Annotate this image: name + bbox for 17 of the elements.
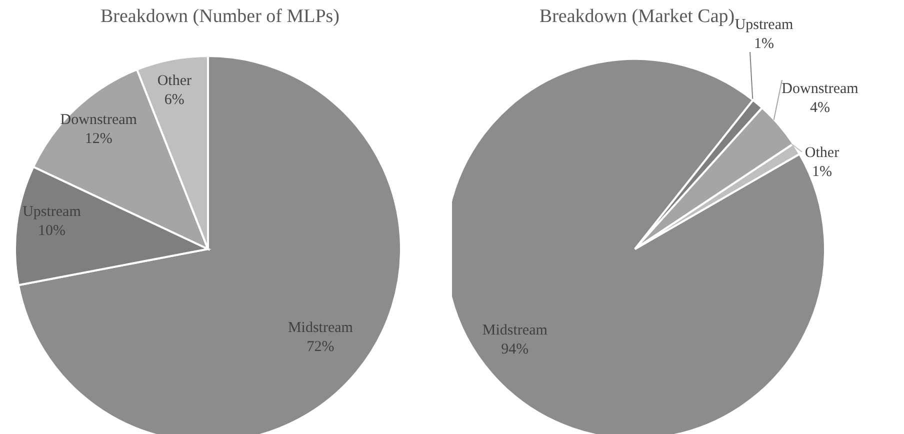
slice-label: Other — [804, 145, 840, 161]
data-label: 94% — [501, 341, 529, 358]
data-label: 72% — [306, 339, 334, 356]
chart-title: Breakdown (Number of MLPs) — [99, 6, 341, 28]
data-label: 6% — [164, 92, 184, 108]
chart-title: Breakdown (Market Cap) — [539, 6, 735, 27]
data-label: 12% — [84, 130, 112, 147]
slice-label: Midstream — [482, 322, 548, 338]
slice-label: Upstream — [22, 204, 82, 220]
data-label: 1% — [754, 36, 774, 52]
data-label: 4% — [810, 100, 830, 116]
data-label: 10% — [38, 222, 66, 239]
slice-label: Upstream — [734, 17, 794, 33]
slice-label: Downstream — [782, 81, 859, 97]
slice-label: Other — [157, 73, 192, 90]
data-label: 1% — [812, 164, 832, 180]
slice-label: Midstream — [288, 320, 354, 336]
